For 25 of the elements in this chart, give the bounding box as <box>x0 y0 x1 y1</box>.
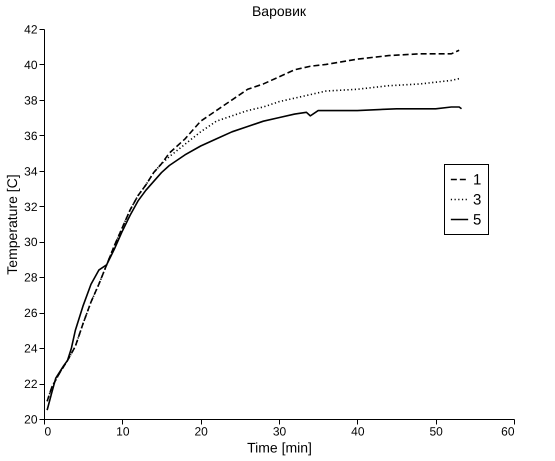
y-tick-label: 34 <box>24 164 38 178</box>
y-tick-label: 22 <box>24 377 38 392</box>
y-tick-label: 30 <box>24 235 38 250</box>
legend-label: 1 <box>473 172 482 188</box>
y-tick-label: 40 <box>24 58 38 72</box>
x-tick-label: 0 <box>44 424 52 438</box>
x-tick-label: 40 <box>351 424 365 438</box>
x-tick-label: 30 <box>272 424 286 438</box>
y-tick-label: 32 <box>24 200 38 214</box>
x-tick-label: 60 <box>501 424 515 438</box>
y-tick-label: 26 <box>24 306 38 320</box>
x-tick-label: 20 <box>194 424 208 438</box>
legend-label: 3 <box>473 192 482 208</box>
y-tick-label: 38 <box>24 93 38 108</box>
chart-title: Варовик <box>252 3 307 19</box>
y-tick-label: 36 <box>24 128 38 143</box>
y-tick-label: 42 <box>24 22 38 36</box>
y-tick-label: 20 <box>24 412 38 426</box>
y-tick-label: 28 <box>24 270 38 285</box>
y-tick-label: 24 <box>24 342 38 356</box>
x-axis-title: Time [min] <box>247 440 312 456</box>
x-tick-label: 10 <box>116 424 130 438</box>
y-axis-title: Temperature [C] <box>4 174 20 275</box>
legend-label: 5 <box>473 212 482 228</box>
x-tick-label: 50 <box>429 424 444 438</box>
